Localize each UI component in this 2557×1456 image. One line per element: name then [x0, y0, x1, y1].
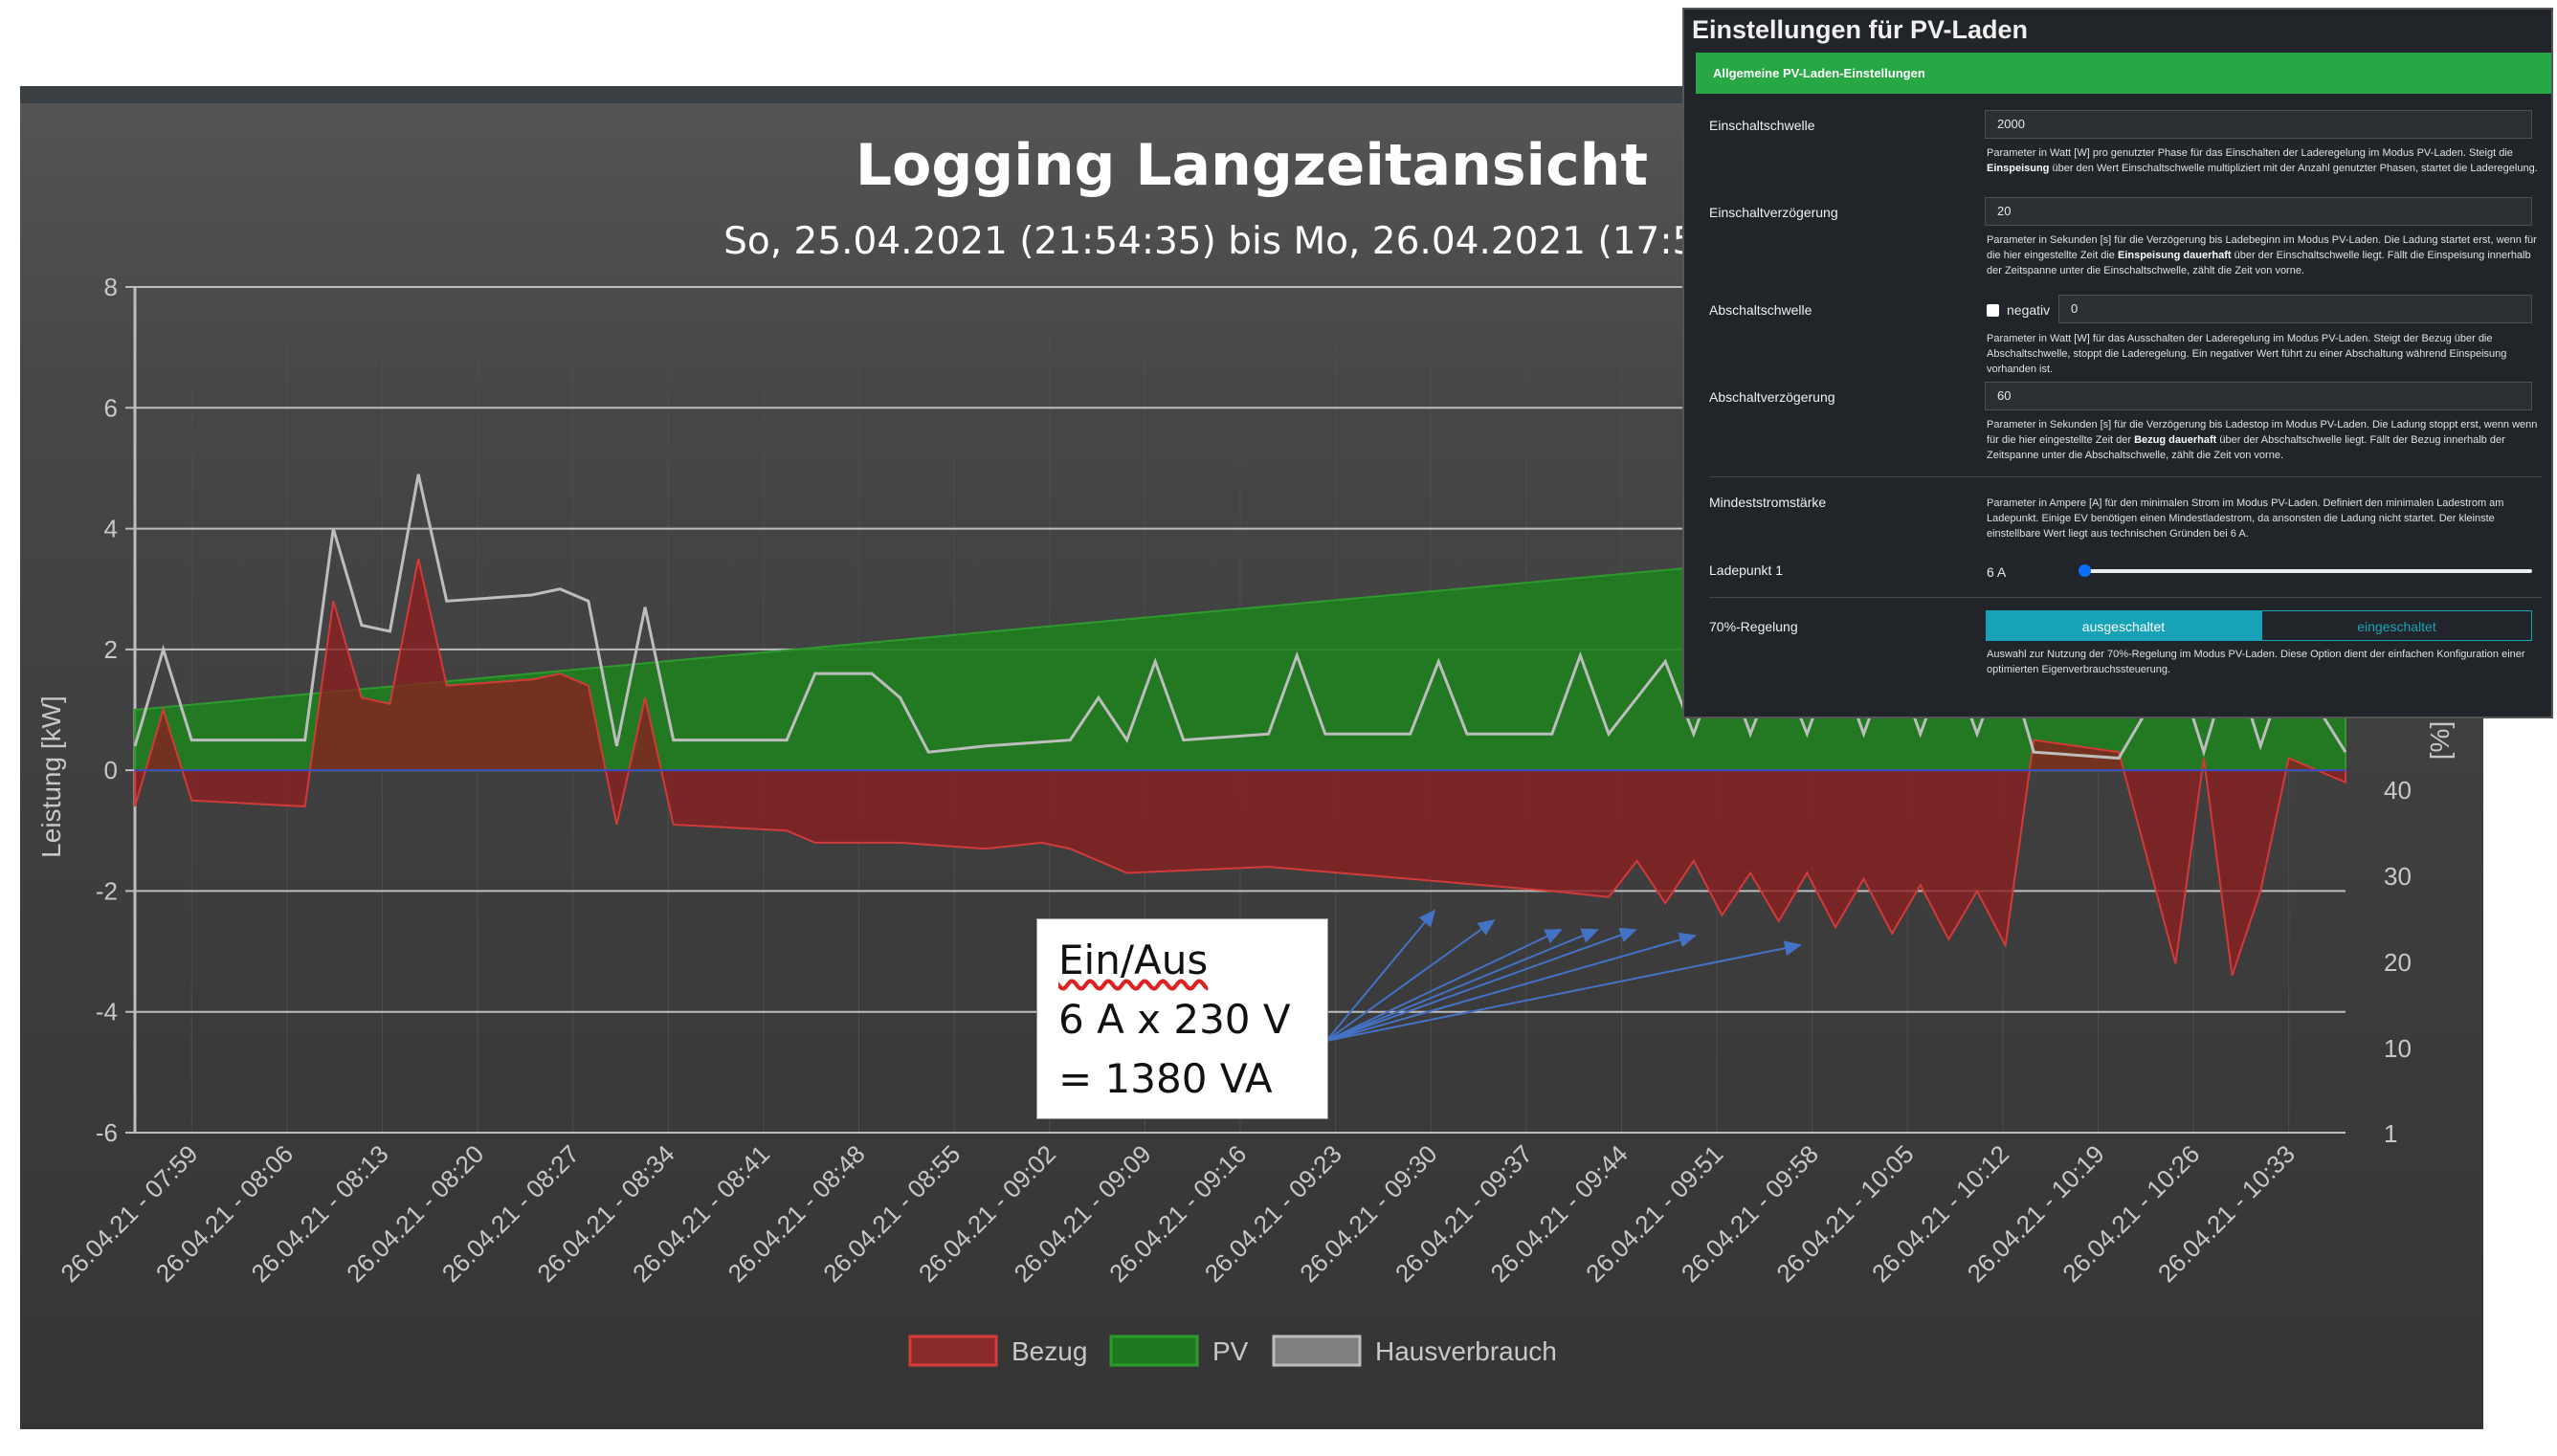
negativ-checkbox[interactable]: [1987, 304, 1999, 317]
divider: [1709, 597, 2542, 598]
mindeststrom-help: Parameter in Ampere [A] für den minimale…: [1987, 497, 2504, 540]
annotation-line-2: 6 A x 230 V: [1058, 996, 1291, 1043]
legend-label-hausverbrauch: Hausverbrauch: [1375, 1336, 1557, 1366]
y-tick-label: -2: [96, 876, 118, 905]
y-tick-label: -4: [96, 998, 118, 1026]
y2-tick-label: 1: [2384, 1119, 2397, 1148]
einschaltschwelle-label: Einschaltschwelle: [1709, 118, 1815, 133]
einschaltverzoegerung-input[interactable]: 20: [1985, 197, 2532, 226]
ladepunkt-slider-handle[interactable]: [2079, 564, 2091, 577]
abschaltschwelle-label: Abschaltschwelle: [1709, 302, 1812, 318]
legend-label-pv: PV: [1212, 1336, 1249, 1366]
annotation-box: Ein/Aus 6 A x 230 V = 1380 VA: [1036, 918, 1328, 1119]
chart-title: Logging Langzeitansicht: [855, 132, 1649, 199]
abschaltverzoegerung-help: Parameter in Sekunden [s] für die Verzög…: [1987, 419, 2538, 461]
divider: [1709, 476, 2542, 477]
negativ-checkbox-label: negativ: [2007, 302, 2051, 318]
einschaltverzoegerung-label: Einschaltverzögerung: [1709, 205, 1838, 220]
annotation-arrow: [1325, 918, 1496, 1042]
einschaltschwelle-help: Parameter in Watt [W] pro genutzter Phas…: [1987, 147, 2538, 174]
annotation-arrow: [1325, 909, 1436, 1042]
y-tick-label: -6: [96, 1118, 118, 1147]
mindeststrom-label: Mindeststromstärke: [1709, 495, 1827, 510]
annotation-arrow: [1325, 928, 1599, 1042]
legend-swatch-pv: [1109, 1335, 1199, 1367]
annotation-arrow: [1325, 932, 1697, 1042]
y-tick-label: 6: [104, 393, 118, 422]
regelung70-off-button[interactable]: ausgeschaltet: [1986, 610, 2261, 641]
ladepunkt-slider-track[interactable]: [2082, 569, 2532, 573]
series-bezug-area: [134, 558, 2346, 977]
legend-swatch-hausverbrauch: [1272, 1335, 1362, 1367]
y-tick-label: 2: [104, 635, 118, 664]
abschaltschwelle-input[interactable]: 0: [2058, 295, 2532, 323]
y2-tick-label: 20: [2384, 948, 2412, 977]
ladepunkt-current-value: 6 A: [1987, 564, 2007, 580]
annotation-line-1: Ein/Aus: [1058, 937, 1209, 983]
legend-swatch-bezug: [908, 1335, 998, 1367]
y2-tick-label: 30: [2384, 862, 2412, 891]
annotation-arrow: [1325, 927, 1637, 1042]
annotation-arrow: [1325, 940, 1802, 1042]
y-tick-label: 4: [104, 515, 118, 543]
abschaltverzoegerung-label: Abschaltverzögerung: [1709, 389, 1835, 405]
regelung70-label: 70%-Regelung: [1709, 619, 1798, 634]
settings-title: Einstellungen für PV-Laden: [1692, 15, 2029, 44]
einschaltschwelle-input[interactable]: 2000: [1985, 110, 2532, 139]
y2-tick-label: 10: [2384, 1034, 2412, 1063]
y-tick-label: 8: [104, 273, 118, 301]
y-axis-label: Leistung [kW]: [36, 695, 66, 858]
chart-subtitle: So, 25.04.2021 (21:54:35) bis Mo, 26.04.…: [723, 220, 1780, 263]
y2-axis-label: [%]: [2425, 721, 2455, 760]
y2-tick-label: 40: [2384, 776, 2412, 805]
series-hausverbrauch-line: [133, 474, 2347, 761]
abschaltverzoegerung-input[interactable]: 60: [1985, 382, 2532, 410]
y-tick-label: 0: [104, 756, 118, 784]
regelung70-on-button[interactable]: eingeschaltet: [2261, 610, 2532, 641]
legend-label-bezug: Bezug: [1012, 1336, 1087, 1366]
ladepunkt-label: Ladepunkt 1: [1709, 563, 1784, 578]
abschaltschwelle-help: Parameter in Watt [W] für das Ausschalte…: [1987, 333, 2507, 375]
einschaltverzoegerung-help: Parameter in Sekunden [s] für die Verzög…: [1987, 234, 2537, 276]
pv-settings-panel: Einstellungen für PV-Laden Allgemeine PV…: [1682, 8, 2553, 718]
annotation-arrow: [1325, 929, 1563, 1042]
settings-section-header: Allgemeine PV-Laden-Einstellungen: [1696, 53, 2551, 94]
regelung70-help: Auswahl zur Nutzung der 70%-Regelung im …: [1987, 649, 2525, 675]
annotation-line-3: = 1380 VA: [1058, 1055, 1273, 1102]
